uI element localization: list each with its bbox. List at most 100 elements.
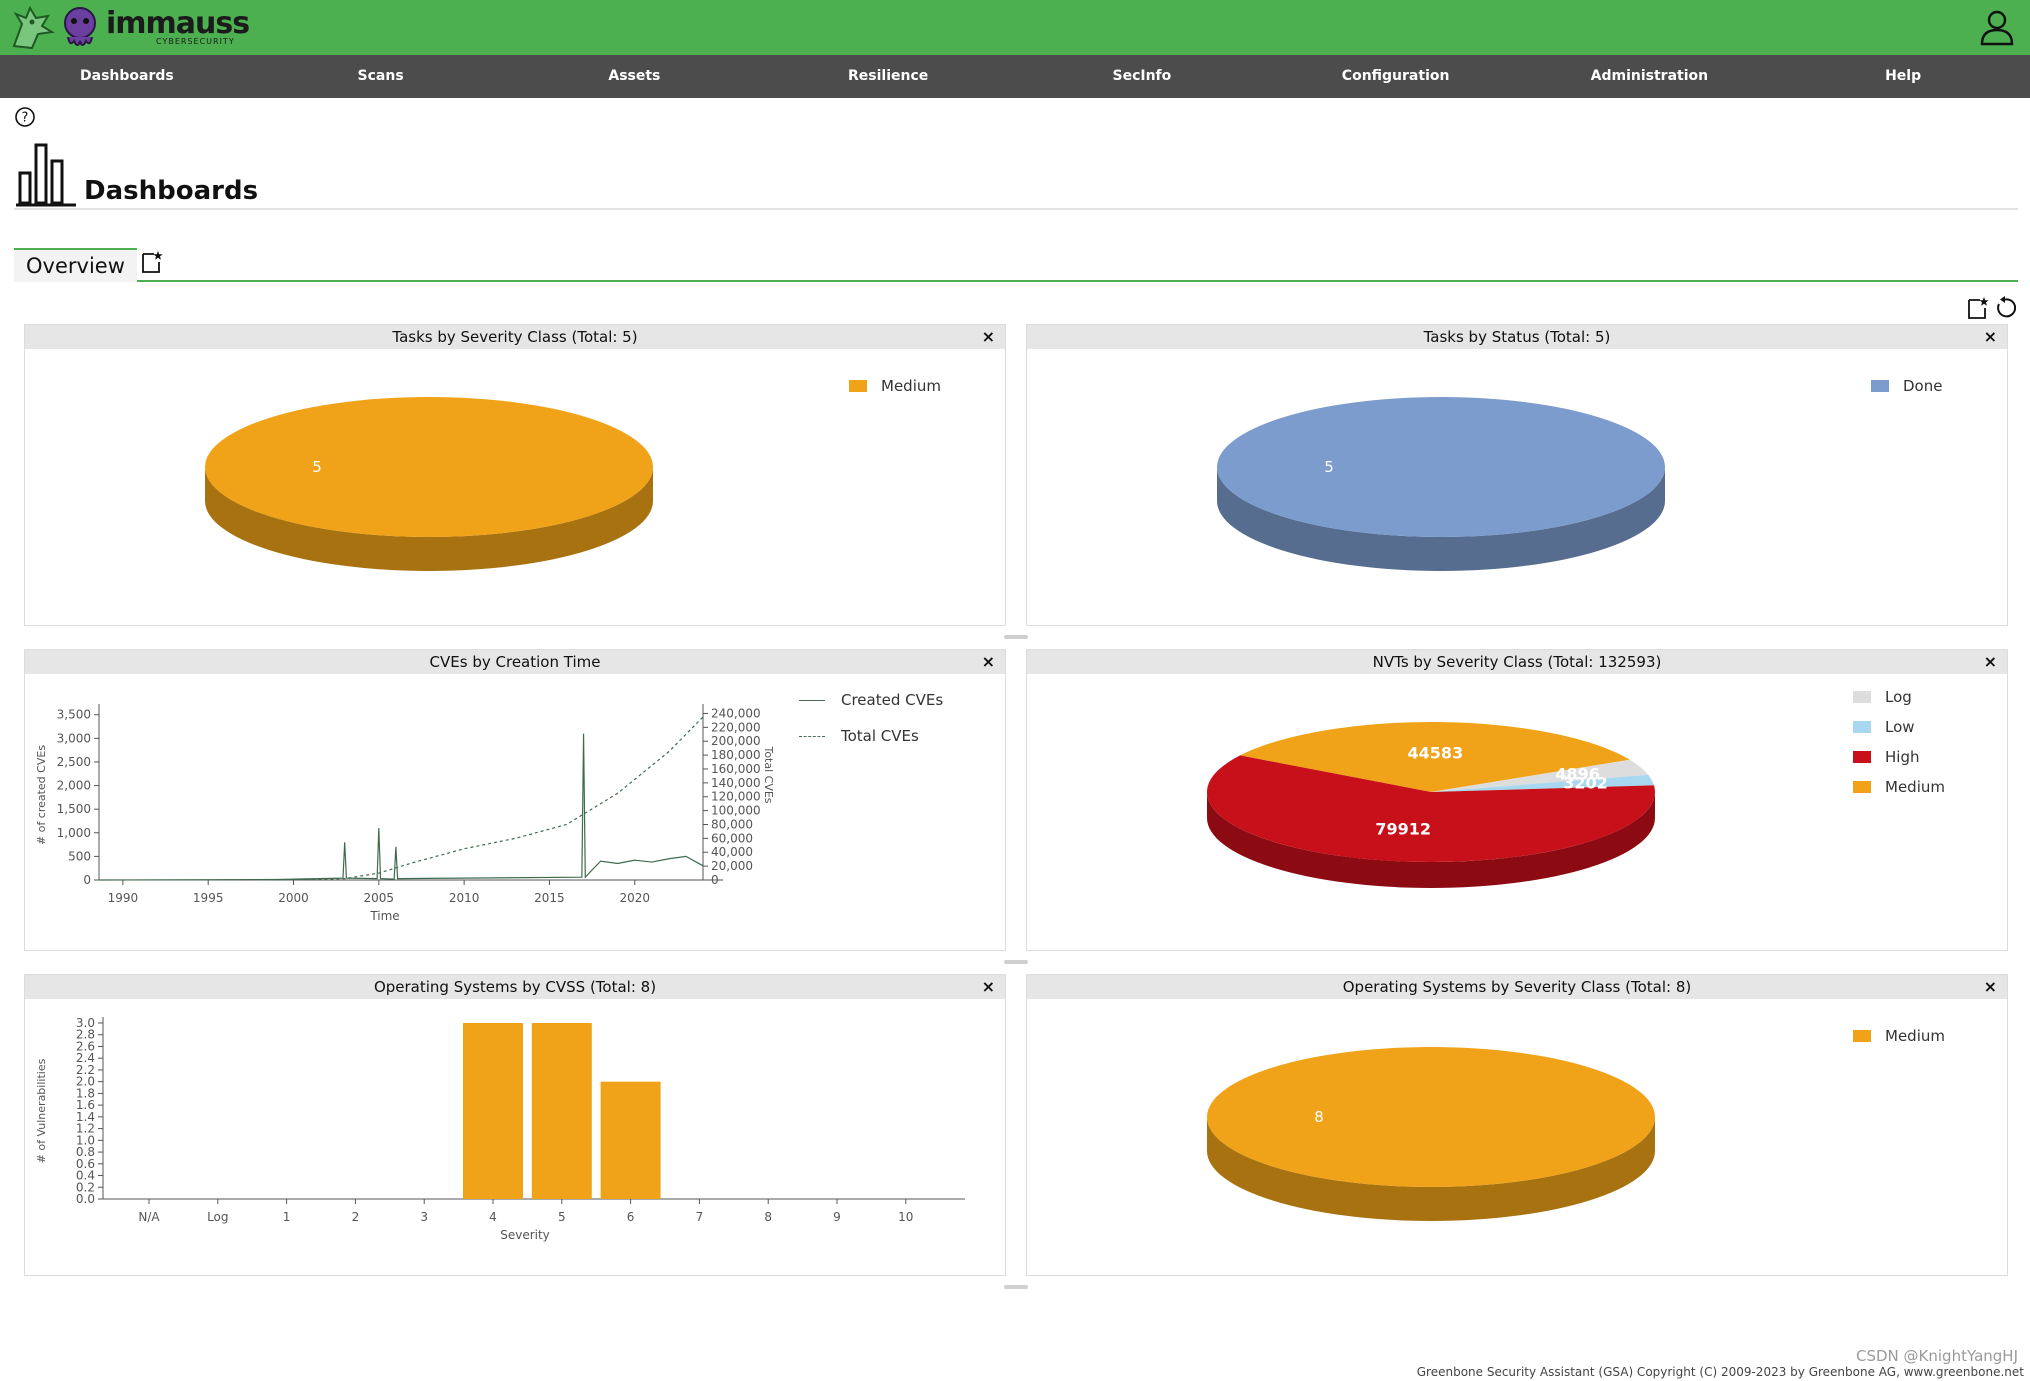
pie-data-label: 3202 — [1563, 774, 1608, 793]
close-icon[interactable]: × — [1983, 652, 1997, 671]
nav-administration[interactable]: Administration — [1590, 68, 1709, 84]
brand-name: immauss — [106, 5, 250, 41]
pie-data-label: 44583 — [1408, 744, 1464, 763]
panel-os-severity: Operating Systems by Severity Class (Tot… — [1026, 974, 2008, 1276]
bar — [531, 1023, 592, 1199]
chart-legend: Log Low High Medium — [1853, 682, 1945, 802]
legend-line — [799, 699, 825, 701]
legend-item: Done — [1871, 371, 1942, 401]
panel-header[interactable]: Tasks by Status (Total: 5) × — [1027, 325, 2007, 349]
y-tick-label: 1.0 — [76, 1133, 95, 1147]
y-tick-label: 2.4 — [76, 1051, 95, 1065]
panel-title: Tasks by Status (Total: 5) — [1423, 328, 1611, 346]
y-tick-label: 2.2 — [76, 1063, 95, 1077]
close-icon[interactable]: × — [981, 977, 995, 996]
legend-label: Created CVEs — [841, 691, 944, 709]
pie-slice — [1431, 774, 1654, 792]
nav-secinfo[interactable]: SecInfo — [1112, 68, 1172, 84]
close-icon[interactable]: × — [981, 327, 995, 346]
y2-tick-label: 180,000 — [711, 748, 761, 762]
pie-slice-side — [205, 467, 653, 571]
x-tick-label: 8 — [764, 1210, 772, 1224]
pie-slice — [1240, 722, 1630, 792]
row-resize-handle[interactable] — [1004, 635, 1028, 639]
y-tick-label: 0 — [83, 873, 91, 887]
nav-configuration[interactable]: Configuration — [1341, 68, 1450, 84]
reset-dashboard-icon[interactable] — [1994, 296, 2018, 320]
y-tick-label: 0.8 — [76, 1145, 95, 1159]
y2-tick-label: 200,000 — [711, 734, 761, 748]
panel-header[interactable]: NVTs by Severity Class (Total: 132593) × — [1027, 650, 2007, 674]
help-icon[interactable]: ? — [14, 106, 36, 128]
x-axis-label: Time — [369, 909, 399, 923]
nav-resilience[interactable]: Resilience — [847, 68, 929, 84]
series-total-cves — [276, 716, 704, 881]
user-icon[interactable] — [1978, 8, 2016, 46]
legend-label: Medium — [1885, 1027, 1945, 1045]
y2-tick-label: 40,000 — [711, 845, 753, 859]
y-tick-label: 0.0 — [76, 1192, 95, 1206]
y2-tick-label: 220,000 — [711, 720, 761, 734]
panel-cves-creation: CVEs by Creation Time × 0 500 1,000 1,500 2,… — [24, 649, 1006, 951]
nav-dashboards[interactable]: Dashboards — [80, 68, 174, 84]
y2-tick-label: 80,000 — [711, 817, 753, 831]
panel-title: Operating Systems by Severity Class (Tot… — [1342, 978, 1692, 996]
legend-swatch — [849, 380, 867, 392]
dragon-logo-icon — [12, 5, 55, 50]
bar — [600, 1081, 661, 1199]
panel-header[interactable]: CVEs by Creation Time × — [25, 650, 1005, 674]
nav-scans[interactable]: Scans — [357, 68, 404, 84]
x-tick-label: 2015 — [534, 891, 565, 905]
new-dashboard-icon[interactable] — [140, 250, 164, 274]
x-tick-label: 1 — [283, 1210, 291, 1224]
close-icon[interactable]: × — [1983, 327, 1997, 346]
x-tick-label: Log — [207, 1210, 228, 1224]
y-tick-label: 2.0 — [76, 1075, 95, 1089]
y2-tick-label: 160,000 — [711, 762, 761, 776]
title-divider — [14, 208, 2018, 210]
bar — [463, 1023, 523, 1199]
legend-swatch — [1853, 781, 1871, 793]
y-tick-label: 0.6 — [76, 1157, 95, 1171]
pie-slice — [1431, 759, 1649, 792]
bar-chart-os-cvss: 0.00.20.40.60.81.01.21.41.61.82.02.22.42… — [35, 1016, 965, 1242]
chart-legend: Created CVEs Total CVEs — [799, 682, 943, 754]
row-resize-handle[interactable] — [1004, 1285, 1028, 1289]
legend-label: Medium — [881, 377, 941, 395]
legend-item: High — [1853, 742, 1945, 772]
y2-tick-label: 60,000 — [711, 831, 753, 845]
close-icon[interactable]: × — [1983, 977, 1997, 996]
y-tick-label: 3,500 — [57, 708, 91, 722]
legend-label: Done — [1903, 377, 1943, 395]
x-tick-label: 9 — [833, 1210, 841, 1224]
panel-header[interactable]: Operating Systems by CVSS (Total: 8) × — [25, 975, 1005, 999]
series-created-cves — [98, 733, 704, 881]
panel-header[interactable]: Tasks by Severity Class (Total: 5) × — [25, 325, 1005, 349]
x-tick-label: 5 — [558, 1210, 566, 1224]
nav-help[interactable]: Help — [1885, 68, 1922, 84]
y-tick-label: 2.8 — [76, 1028, 95, 1042]
legend-label: Medium — [1885, 778, 1945, 796]
add-display-icon[interactable] — [1966, 296, 1990, 320]
pie-data-label: 5 — [312, 458, 322, 476]
dashboard-tabs: Overview — [14, 246, 2018, 282]
panel-nvts-severity: NVTs by Severity Class (Total: 132593) ×… — [1026, 649, 2008, 951]
panel-tasks-status: Tasks by Status (Total: 5) × 5 Done — [1026, 324, 2008, 626]
y-axis-label: # of created CVEs — [35, 745, 48, 845]
line-chart-cves: 05001,0001,5002,0002,5003,0003,500020,00… — [35, 704, 775, 923]
legend-line — [799, 735, 825, 737]
y2-tick-label: 100,000 — [711, 804, 761, 818]
tab-overview[interactable]: Overview — [14, 248, 137, 282]
chart-legend: Done — [1871, 371, 1942, 401]
panel-header[interactable]: Operating Systems by Severity Class (Tot… — [1027, 975, 2007, 999]
chart-legend: Medium — [1853, 1021, 1945, 1051]
legend-item: Low — [1853, 712, 1945, 742]
nav-assets[interactable]: Assets — [608, 68, 661, 84]
pie-slice-side — [1207, 1117, 1655, 1221]
y2-tick-label: 240,000 — [711, 706, 761, 720]
row-resize-handle[interactable] — [1004, 960, 1028, 964]
brand-logo[interactable]: immauss CYBERSECURITY — [8, 2, 250, 52]
close-icon[interactable]: × — [981, 652, 995, 671]
legend-swatch — [1853, 1030, 1871, 1042]
page-title: Dashboards — [84, 176, 259, 206]
